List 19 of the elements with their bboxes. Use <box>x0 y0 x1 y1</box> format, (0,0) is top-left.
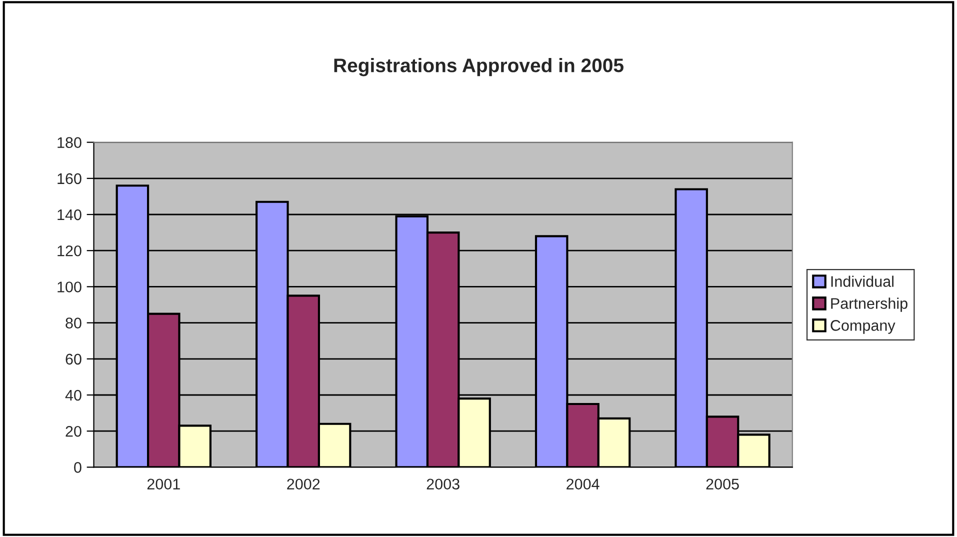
x-tick-label: 2002 <box>287 478 320 490</box>
legend-label: Company <box>830 320 896 334</box>
y-tick-label: 180 <box>58 137 82 148</box>
x-tick-label: 2003 <box>426 478 460 490</box>
x-tick-label: 2004 <box>566 478 600 490</box>
x-tick-label: 2001 <box>147 478 180 490</box>
legend-label: Individual <box>831 276 894 287</box>
y-tick-label: 100 <box>58 282 82 292</box>
y-tick-label: 0 <box>74 462 82 473</box>
y-tick-label: 160 <box>58 173 82 184</box>
x-tick-label: 2005 <box>706 478 739 490</box>
y-tick-label: 80 <box>66 318 82 328</box>
y-tick-label: 120 <box>58 245 82 256</box>
chart-title: Registrations Approved in 2005 <box>334 58 624 76</box>
legend-label: Partnership <box>831 298 908 312</box>
y-tick-label: 40 <box>65 390 82 401</box>
y-tick-label: 20 <box>66 426 82 437</box>
y-tick-label: 140 <box>58 209 82 220</box>
y-tick-label: 60 <box>66 354 82 365</box>
